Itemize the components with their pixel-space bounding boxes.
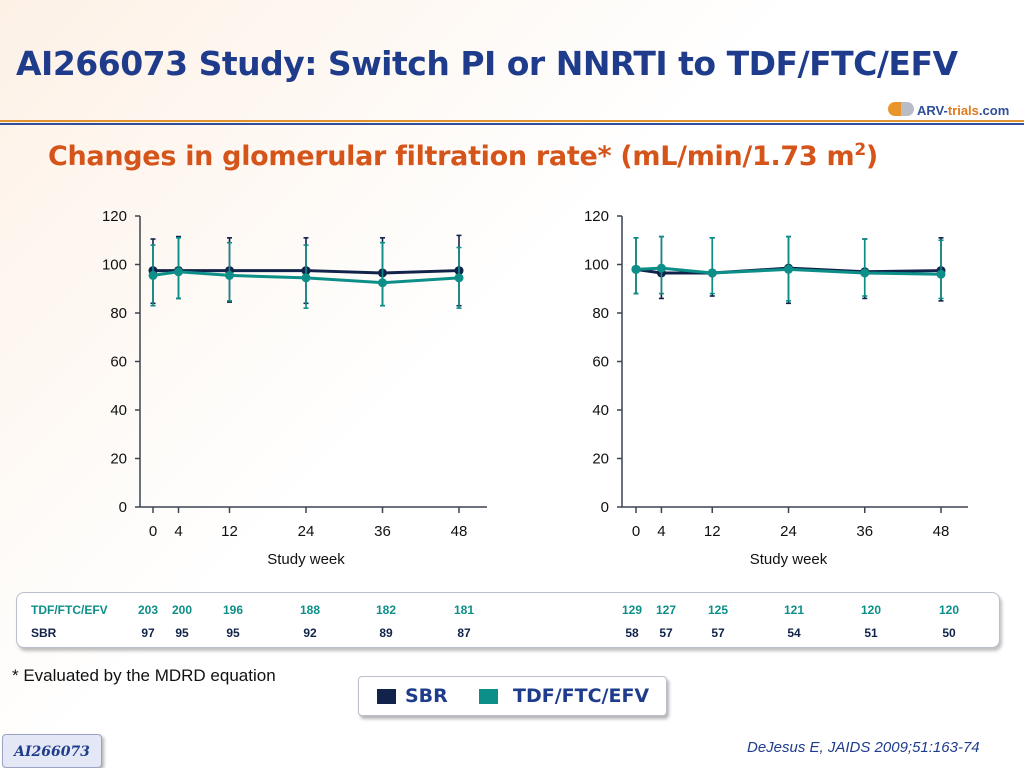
y-tick-label: 120 [584,208,609,225]
y-tick-label: 60 [592,354,609,371]
n-count-cell: 200 [171,603,193,617]
n-count-cell: 181 [453,603,475,617]
n-count-cell: 97 [141,626,155,640]
citation: DeJesus E, JAIDS 2009;51:163-74 [747,739,980,756]
legend-sbr-label: SBR [405,685,448,707]
x-axis-title: Study week [267,551,345,568]
data-point [631,264,641,274]
logo-text: ARV-trials.com [917,103,1010,118]
y-tick-label: 40 [592,402,609,419]
study-badge[interactable]: AI266073 [2,734,102,768]
n-count-cell: 121 [783,603,805,617]
x-tick-label: 24 [780,523,797,540]
n-count-cell: 57 [711,626,725,640]
sbr-swatch [377,689,396,704]
x-tick-label: 0 [149,523,157,540]
x-tick-label: 48 [451,523,468,540]
x-tick-label: 0 [632,523,640,540]
x-tick-label: 36 [856,523,873,540]
y-tick-label: 20 [110,451,127,468]
y-tick-label: 0 [119,499,127,516]
arv-trials-logo: ARV-trials.com [888,98,1014,126]
data-point [301,273,311,283]
chart-subtitle: Changes in glomerular filtration rate* (… [48,140,878,172]
y-tick-label: 0 [601,499,609,516]
n-count-cell: 120 [860,603,882,617]
n-row-label: SBR [31,626,57,640]
y-tick-label: 100 [102,257,127,274]
data-point [454,273,464,283]
y-tick-label: 80 [592,305,609,322]
n-count-cell: 57 [659,626,673,640]
data-point [860,268,870,278]
n-count-cell: 120 [938,603,960,617]
capsule-icon [888,102,914,116]
y-tick-label: 40 [110,402,127,419]
n-count-cell: 203 [137,603,159,617]
n-count-cell: 50 [942,626,956,640]
data-point [936,269,946,279]
x-tick-label: 24 [298,523,315,540]
n-count-cell: 188 [299,603,321,617]
n-count-cell: 95 [175,626,189,640]
data-point [656,263,666,273]
data-point [225,270,234,280]
n-count-cell: 54 [787,626,801,640]
title-divider [0,120,1024,125]
n-count-cell: 182 [375,603,397,617]
footnote: * Evaluated by the MDRD equation [12,666,276,685]
data-point [174,267,183,277]
x-tick-label: 12 [221,523,238,540]
y-tick-label: 80 [110,305,127,322]
y-tick-label: 120 [102,208,127,225]
n-count-cell: 58 [625,626,639,640]
x-axis-title: Study week [750,551,828,568]
x-tick-label: 4 [657,523,665,540]
n-count-cell: 196 [222,603,244,617]
data-point [707,268,717,278]
y-tick-label: 20 [592,451,609,468]
n-count-cell: 51 [864,626,878,640]
data-point [148,270,158,280]
n-count-cell: 129 [621,603,643,617]
x-tick-label: 48 [933,523,950,540]
patient-count-table: TDF/FTC/EFV 203 200 196 188 182 181 129 127 125 12… [16,592,1000,648]
n-count-cell: 89 [379,626,393,640]
n-count-cell: 125 [707,603,729,617]
n-count-cell: 95 [226,626,240,640]
legend-tdf-label: TDF/FTC/EFV [513,685,650,707]
n-row-label: TDF/FTC/EFV [31,603,108,617]
x-tick-label: 12 [704,523,721,540]
chart-legend: SBR TDF/FTC/EFV [358,676,667,716]
page-title: AI266073 Study: Switch PI or NNRTI to TD… [16,44,958,83]
x-tick-label: 4 [174,523,182,540]
n-count-cell: 92 [303,626,317,640]
y-tick-label: 100 [584,257,609,274]
tdf-swatch [479,689,498,704]
n-count-cell: 87 [457,626,471,640]
x-tick-label: 36 [374,523,391,540]
data-point [784,264,793,274]
y-tick-label: 60 [110,354,127,371]
data-point [378,278,387,288]
n-count-cell: 127 [655,603,677,617]
